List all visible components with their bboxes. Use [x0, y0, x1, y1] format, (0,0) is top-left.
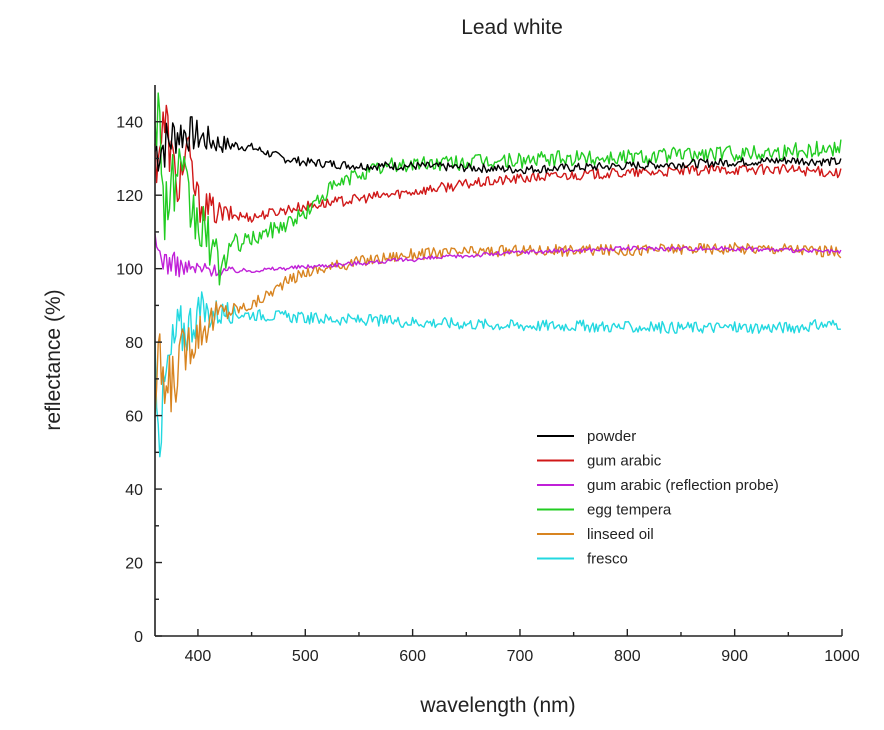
series-line — [154, 104, 842, 224]
x-tick-label: 1000 — [824, 648, 860, 665]
series-line — [154, 233, 842, 278]
series-layer — [154, 92, 842, 458]
legend-label: gum arabic — [587, 453, 662, 470]
x-tick-label: 900 — [721, 648, 748, 665]
y-tick-label: 140 — [116, 115, 143, 132]
y-tick-label: 120 — [116, 188, 143, 205]
y-tick-label: 100 — [116, 262, 143, 279]
legend-label: gum arabic (reflection probe) — [587, 477, 779, 494]
legend-label: fresco — [587, 551, 628, 568]
chart-title: Lead white — [461, 16, 563, 39]
legend-label: powder — [587, 428, 636, 445]
series-line — [154, 116, 842, 175]
y-ticks: 0 20 40 60 80 100 120 140 — [116, 115, 162, 646]
x-ticks: 400 500 600 700 800 900 1000 — [185, 629, 860, 665]
y-tick-label: 80 — [125, 335, 143, 352]
legend-label: egg tempera — [587, 502, 672, 519]
legend-label: linseed oil — [587, 526, 654, 543]
legend: powder gum arabic gum arabic (reflection p… — [537, 428, 779, 568]
x-tick-label: 400 — [185, 648, 212, 665]
x-tick-label: 700 — [507, 648, 534, 665]
y-tick-label: 20 — [125, 556, 143, 573]
y-tick-label: 40 — [125, 482, 143, 499]
x-tick-label: 800 — [614, 648, 641, 665]
series-line — [154, 92, 842, 286]
axes — [154, 85, 842, 637]
x-axis-title: wavelength (nm) — [419, 694, 575, 717]
y-axis-title: reflectance (%) — [42, 289, 65, 430]
x-tick-label: 500 — [292, 648, 319, 665]
y-tick-label: 0 — [134, 629, 143, 646]
x-tick-label: 600 — [399, 648, 426, 665]
series-line — [154, 291, 841, 458]
y-tick-label: 60 — [125, 409, 143, 426]
series-line — [154, 242, 842, 418]
